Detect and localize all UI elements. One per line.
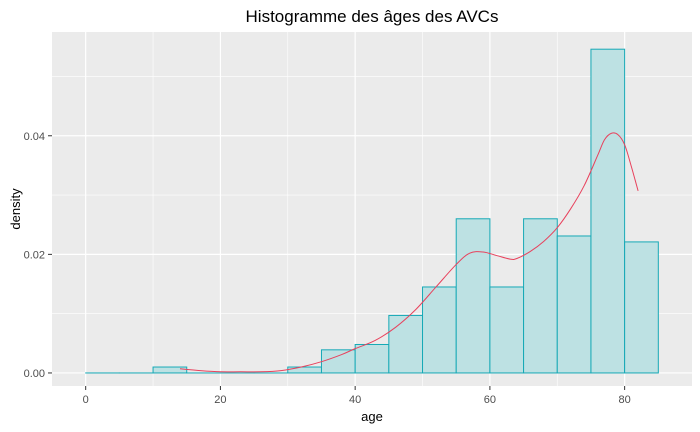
minor-gridlines — [52, 32, 692, 386]
density-curve-group — [179, 132, 639, 373]
histogram-bar — [320, 349, 356, 374]
density-curve — [179, 132, 639, 373]
histogram-bar — [556, 235, 592, 374]
y-tick-label: 0.02 — [24, 249, 45, 261]
histogram-bar — [152, 366, 188, 374]
y-tick-label: 0.00 — [24, 368, 45, 380]
x-tick-label: 0 — [83, 394, 89, 406]
histogram-bar — [455, 218, 491, 374]
histogram-bars — [85, 48, 659, 374]
histogram-bar — [422, 286, 457, 374]
x-tick-label: 80 — [619, 394, 631, 406]
x-axis-title: age — [361, 409, 383, 424]
histogram-bar — [489, 286, 525, 374]
histogram-bar — [287, 366, 322, 374]
y-tick-label: 0.04 — [24, 131, 45, 143]
x-axis: 0 20 40 60 80 — [83, 386, 631, 406]
histogram-bar — [590, 48, 626, 374]
x-tick-label: 20 — [214, 394, 226, 406]
x-tick-label: 60 — [484, 394, 496, 406]
chart-title: Histogramme des âges des AVCs — [246, 7, 499, 26]
histogram-bar — [388, 314, 424, 374]
histogram-bar — [523, 218, 558, 374]
x-tick-label: 40 — [349, 394, 361, 406]
histogram-bar — [354, 343, 390, 374]
y-axis-title: density — [8, 188, 23, 230]
histogram-bar — [624, 241, 659, 374]
y-axis: 0.00 0.02 0.04 — [24, 131, 52, 380]
